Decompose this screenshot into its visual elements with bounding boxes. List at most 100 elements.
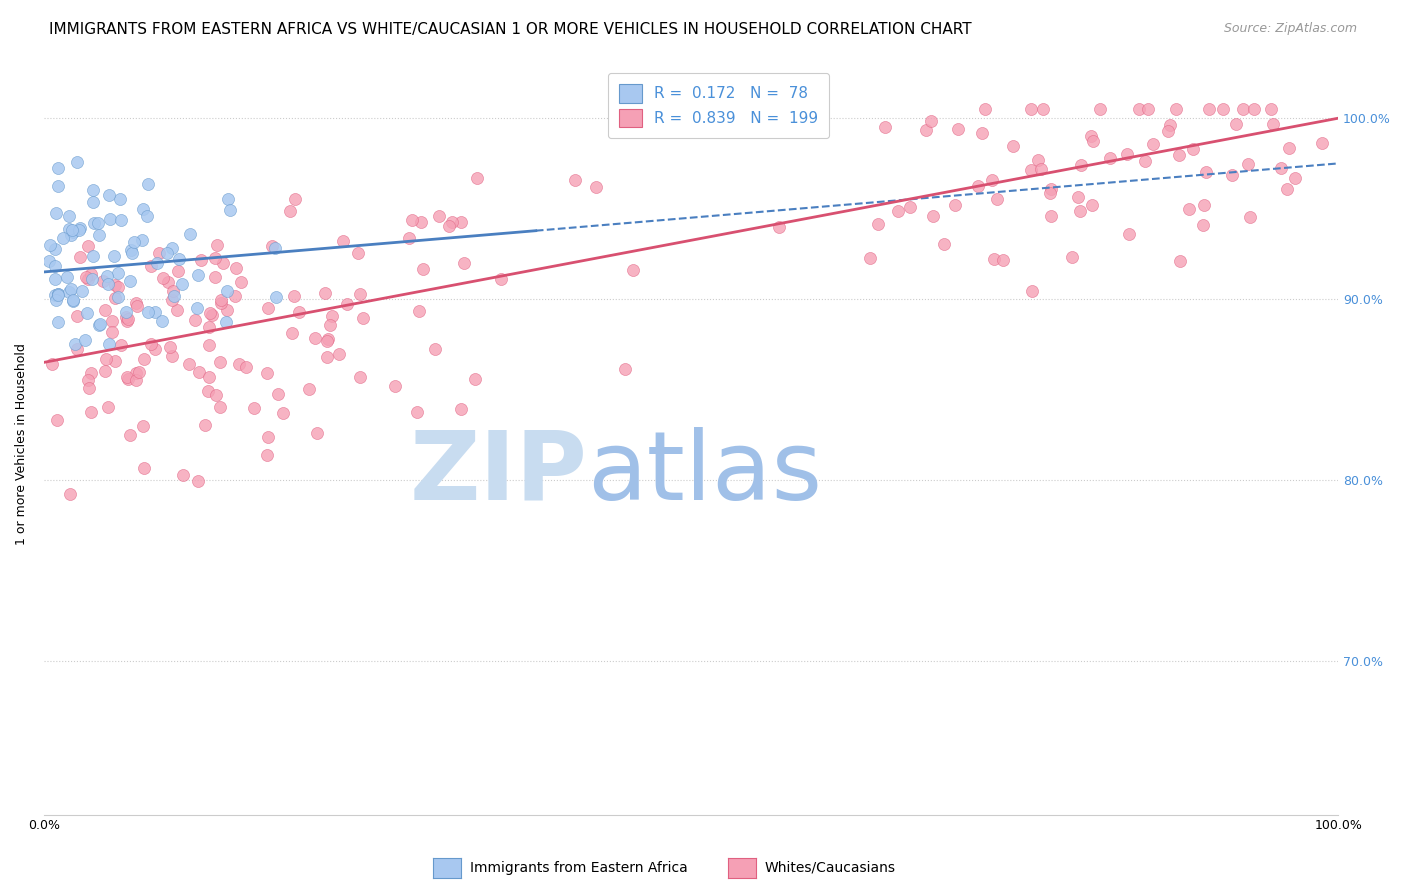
Point <box>100 325 122 339</box>
Point <box>1069 204 1091 219</box>
Point <box>52 230 75 244</box>
Point <box>1192 197 1215 211</box>
Point <box>564 172 586 186</box>
Point <box>104 277 127 292</box>
Point <box>117 371 139 385</box>
Point <box>349 287 371 301</box>
Point <box>991 253 1014 268</box>
Point <box>132 351 155 366</box>
Point <box>209 293 232 308</box>
Point <box>101 314 124 328</box>
Point <box>122 235 145 249</box>
Point <box>76 373 98 387</box>
Point <box>115 314 138 328</box>
Point <box>186 301 208 315</box>
Point <box>1237 156 1260 170</box>
Point <box>98 212 121 227</box>
Point <box>48 161 70 175</box>
Point <box>228 357 250 371</box>
Point <box>440 215 463 229</box>
Point <box>59 228 82 243</box>
Point <box>143 342 166 356</box>
Point <box>621 262 644 277</box>
Point <box>143 304 166 318</box>
Point <box>224 289 246 303</box>
Point <box>915 122 938 136</box>
Point <box>136 209 159 223</box>
Point <box>408 304 430 318</box>
Point <box>55 270 77 285</box>
Point <box>1021 284 1043 298</box>
Point <box>1220 168 1243 182</box>
Text: ZIP: ZIP <box>409 427 588 520</box>
Point <box>328 347 350 361</box>
Point <box>281 326 304 341</box>
Text: Source: ZipAtlas.com: Source: ZipAtlas.com <box>1223 22 1357 36</box>
Point <box>315 350 337 364</box>
Point <box>107 266 129 280</box>
Point <box>211 256 233 270</box>
Point <box>60 223 83 237</box>
Point <box>1159 118 1181 132</box>
Point <box>94 303 117 318</box>
Point <box>76 306 98 320</box>
Point <box>184 313 207 327</box>
Point <box>96 269 118 284</box>
Point <box>83 216 105 230</box>
Point <box>1261 117 1284 131</box>
Point <box>93 364 115 378</box>
Point <box>75 269 97 284</box>
Point <box>204 252 226 266</box>
Point <box>125 367 148 381</box>
Point <box>207 238 229 252</box>
Point <box>332 234 354 248</box>
Point <box>256 301 278 315</box>
Point <box>156 246 179 260</box>
Legend: R =  0.172   N =  78, R =  0.839   N =  199: R = 0.172 N = 78, R = 0.839 N = 199 <box>609 73 828 138</box>
Point <box>321 309 343 323</box>
Point <box>79 267 101 281</box>
Point <box>974 102 997 116</box>
Point <box>46 179 69 194</box>
Point <box>197 384 219 398</box>
Point <box>1040 182 1063 196</box>
Point <box>162 242 184 256</box>
Point <box>80 271 103 285</box>
Point <box>46 287 69 301</box>
Point <box>1164 102 1187 116</box>
Point <box>1192 218 1215 232</box>
Point <box>98 187 121 202</box>
Point <box>62 293 84 308</box>
Point <box>1032 102 1054 116</box>
Point <box>450 401 472 416</box>
Point <box>217 302 239 317</box>
Point <box>267 387 290 401</box>
Point <box>318 318 340 332</box>
Point <box>97 277 120 291</box>
Point <box>117 312 139 326</box>
Point <box>1198 102 1220 116</box>
Point <box>139 260 162 274</box>
Point <box>75 334 97 348</box>
Point <box>934 237 956 252</box>
Point <box>336 297 359 311</box>
Point <box>1181 142 1204 156</box>
Point <box>412 261 434 276</box>
Point <box>46 286 69 301</box>
Point <box>1039 209 1062 223</box>
Point <box>44 271 66 285</box>
Point <box>218 202 240 217</box>
Point <box>77 272 100 286</box>
Point <box>46 412 69 426</box>
Point <box>172 468 194 483</box>
Point <box>77 239 100 253</box>
Point <box>868 217 890 231</box>
Text: Whites/Caucasians: Whites/Caucasians <box>765 861 896 875</box>
Point <box>131 234 153 248</box>
Point <box>89 317 111 331</box>
Point <box>1278 141 1301 155</box>
Point <box>1039 186 1062 201</box>
Point <box>82 194 104 209</box>
Point <box>69 250 91 264</box>
Point <box>120 243 142 257</box>
